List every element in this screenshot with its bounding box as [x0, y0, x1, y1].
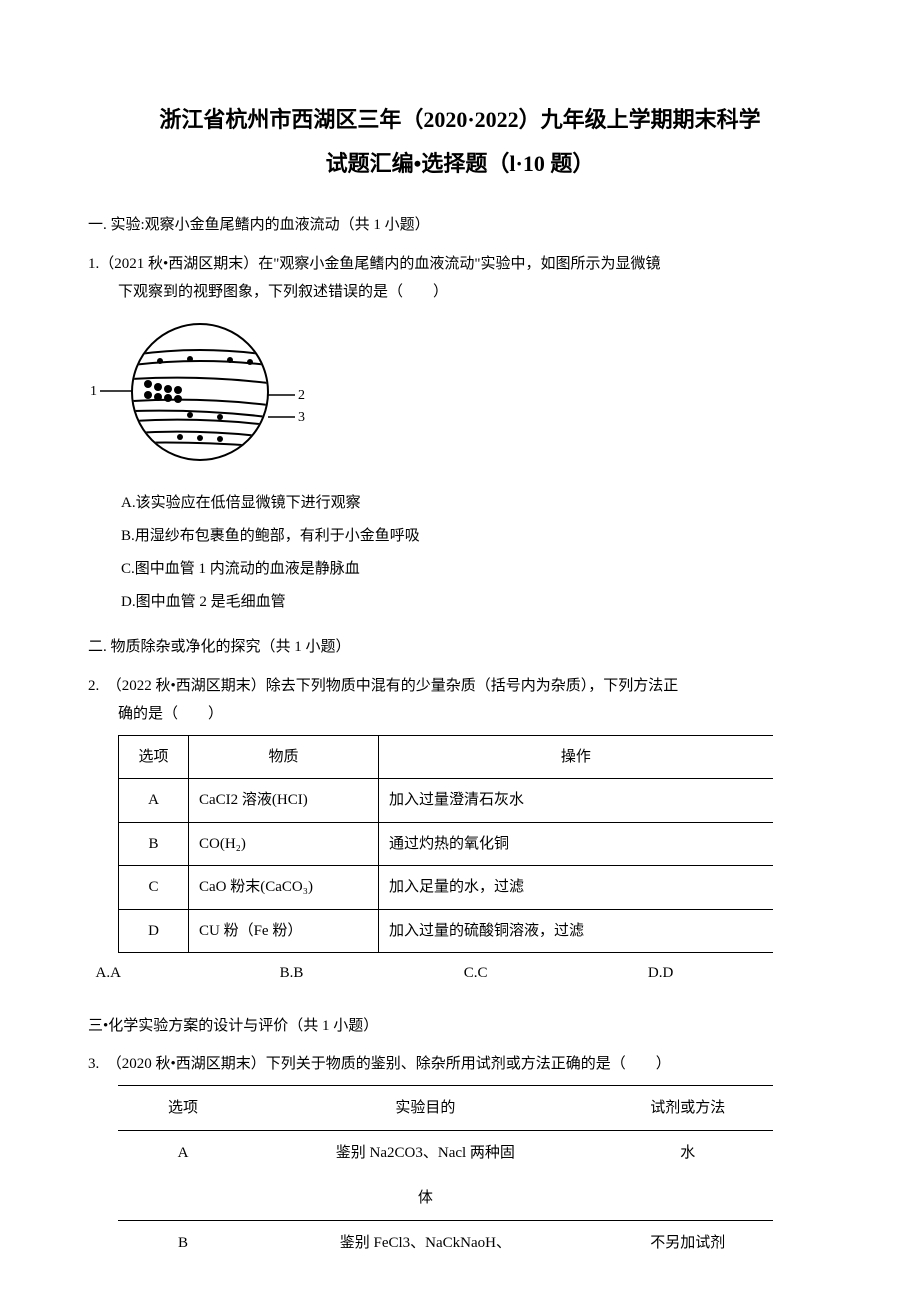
section-2-heading: 二. 物质除杂或净化的探究（共 1 小题）: [88, 633, 832, 662]
q3-r1c3b: [603, 1176, 773, 1221]
table-row: A 鉴别 Na2CO3、Nacl 两种固 水: [118, 1131, 773, 1176]
q2-stem: 2. （2022 秋•西湖区期末）除去下列物质中混有的少量杂质（括号内为杂质），…: [88, 672, 832, 701]
q1-stem-cont: 下观察到的视野图象，下列叙述错误的是（ ）: [88, 278, 832, 307]
q1-option-a: A.该实验应在低倍显微镜下进行观察: [121, 487, 832, 520]
q3-th-purpose: 实验目的: [248, 1085, 603, 1131]
fig-label-2: 2: [298, 388, 305, 403]
q3-r1c2a: 鉴别 Na2CO3、Nacl 两种固: [248, 1131, 603, 1176]
q1-option-c: C.图中血管 1 内流动的血液是静脉血: [121, 553, 832, 586]
q3-stem: 3. （2020 秋•西湖区期末）下列关于物质的鉴别、除杂所用试剂或方法正确的是…: [88, 1050, 832, 1079]
q3-r2c2: 鉴别 FeCl3、NaCkNaoH、: [248, 1221, 603, 1266]
question-3: 3. （2020 秋•西湖区期末）下列关于物质的鉴别、除杂所用试剂或方法正确的是…: [88, 1050, 832, 1266]
q3-r1c2b: 体: [248, 1176, 603, 1221]
q3-table-header-row: 选项 实验目的 试剂或方法: [118, 1085, 773, 1131]
q2-ans-b: B.B: [280, 959, 464, 988]
q2-table-header-row: 选项 物质 操作: [119, 735, 773, 779]
table-row: D CU 粉（Fe 粉） 加入过量的硫酸铜溶液，过滤: [119, 909, 773, 953]
q2-th-operation: 操作: [379, 735, 773, 779]
table-row: C CaO 粉末(CaCO₃) 加入足量的水，过滤: [119, 866, 773, 910]
table-row: B 鉴别 FeCl3、NaCkNaoH、 不另加试剂: [118, 1221, 773, 1266]
q2-stem-cont: 确的是（ ）: [88, 700, 832, 729]
title-line-2: 试题汇编•选择题（l·10 题）: [88, 144, 832, 184]
q2-answer-row: A.A B.B C.C D.D: [88, 953, 832, 998]
table-row: B CO(H₂) 通过灼热的氧化铜: [119, 822, 773, 866]
fig-label-1: 1: [90, 384, 97, 399]
q3-th-method: 试剂或方法: [603, 1085, 773, 1131]
q2-r2c3: 通过灼热的氧化铜: [379, 822, 773, 866]
q2-r3c1: C: [119, 866, 189, 910]
q2-r1c2: CaCI2 溶液(HCI): [189, 779, 379, 823]
q3-r1c1: A: [118, 1131, 248, 1176]
q3-r2c3: 不另加试剂: [603, 1221, 773, 1266]
q2-r4c2: CU 粉（Fe 粉）: [189, 909, 379, 953]
fig-label-3: 3: [298, 410, 305, 425]
q2-ans-d: D.D: [648, 959, 832, 988]
q3-table: 选项 实验目的 试剂或方法 A 鉴别 Na2CO3、Nacl 两种固 水 体 B…: [118, 1085, 773, 1266]
q1-figure: 1 2 3: [90, 317, 832, 478]
table-row: 体: [118, 1176, 773, 1221]
q2-th-option: 选项: [119, 735, 189, 779]
question-2: 2. （2022 秋•西湖区期末）除去下列物质中混有的少量杂质（括号内为杂质），…: [88, 672, 832, 998]
section-3-heading: 三•化学实验方案的设计与评价（共 1 小题）: [88, 1012, 832, 1041]
question-1: 1.（2021 秋•西湖区期末）在"观察小金鱼尾鳍内的血液流动"实验中，如图所示…: [88, 250, 832, 620]
q2-ans-a: A.A: [96, 959, 280, 988]
q1-option-d: D.图中血管 2 是毛细血管: [121, 586, 832, 619]
q3-r1c3: 水: [603, 1131, 773, 1176]
q3-r1c1b: [118, 1176, 248, 1221]
microscope-view-svg: 1 2 3: [90, 317, 310, 467]
q3-th-option: 选项: [118, 1085, 248, 1131]
q1-stem: 1.（2021 秋•西湖区期末）在"观察小金鱼尾鳍内的血液流动"实验中，如图所示…: [88, 250, 832, 279]
q2-r1c3: 加入过量澄清石灰水: [379, 779, 773, 823]
q3-r2c1: B: [118, 1221, 248, 1266]
q1-options: A.该实验应在低倍显微镜下进行观察 B.用湿纱布包裹鱼的鲍部，有利于小金鱼呼吸 …: [88, 487, 832, 619]
q2-ans-c: C.C: [464, 959, 648, 988]
q2-r3c2: CaO 粉末(CaCO₃): [189, 866, 379, 910]
q2-r2c1: B: [119, 822, 189, 866]
section-1-heading: 一. 实验:观察小金鱼尾鳍内的血液流动（共 1 小题）: [88, 211, 832, 240]
q2-table: 选项 物质 操作 A CaCI2 溶液(HCI) 加入过量澄清石灰水 B CO(…: [118, 735, 773, 954]
q2-r4c1: D: [119, 909, 189, 953]
q1-option-b: B.用湿纱布包裹鱼的鲍部，有利于小金鱼呼吸: [121, 520, 832, 553]
document-title: 浙江省杭州市西湖区三年（2020·2022）九年级上学期期末科学 试题汇编•选择…: [88, 100, 832, 183]
q2-r3c3: 加入足量的水，过滤: [379, 866, 773, 910]
q2-r2c2: CO(H₂): [189, 822, 379, 866]
q2-r4c3: 加入过量的硫酸铜溶液，过滤: [379, 909, 773, 953]
title-line-1: 浙江省杭州市西湖区三年（2020·2022）九年级上学期期末科学: [88, 100, 832, 140]
table-row: A CaCI2 溶液(HCI) 加入过量澄清石灰水: [119, 779, 773, 823]
q2-r1c1: A: [119, 779, 189, 823]
q2-th-substance: 物质: [189, 735, 379, 779]
